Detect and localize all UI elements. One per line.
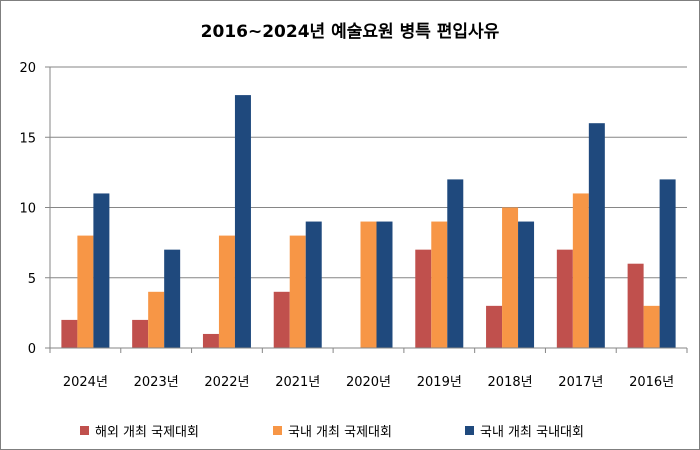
bar — [273, 291, 290, 348]
bars — [61, 95, 676, 348]
y-tick-label: 0 — [28, 342, 36, 357]
x-tick-label: 2022년 — [204, 375, 249, 390]
y-tick-label: 10 — [19, 202, 36, 217]
legend-label: 해외 개최 국제대회 — [95, 425, 199, 440]
bar — [202, 333, 219, 348]
y-axis: 0 5 10 15 20 — [19, 61, 51, 357]
y-tick-label: 5 — [28, 272, 36, 287]
bar — [360, 221, 377, 348]
y-tick-label: 20 — [19, 61, 36, 76]
bar — [415, 249, 432, 348]
bar — [132, 319, 149, 348]
x-tick-label: 2024년 — [63, 375, 108, 390]
legend-swatch — [465, 426, 474, 435]
x-tick-label: 2018년 — [488, 375, 533, 390]
x-tick-label: 2021년 — [275, 375, 320, 390]
bar — [572, 193, 589, 348]
bar — [643, 305, 660, 348]
bar — [627, 263, 644, 348]
legend: 해외 개최 국제대회 국내 개최 국제대회 국내 개최 국내대회 — [80, 425, 584, 440]
x-tick-label: 2020년 — [346, 375, 391, 390]
bar — [77, 235, 94, 348]
x-tick-label: 2016년 — [629, 375, 674, 390]
bar — [556, 249, 573, 348]
bar — [486, 305, 503, 348]
bar — [164, 249, 181, 348]
legend-swatch — [80, 426, 89, 435]
bar — [502, 207, 519, 348]
bar — [305, 221, 322, 348]
chart-title: 2016~2024년 예술요원 병특 편입사유 — [201, 22, 500, 42]
bar — [148, 291, 165, 348]
x-tick-label: 2023년 — [134, 375, 179, 390]
bar — [588, 123, 605, 348]
legend-label: 국내 개최 국내대회 — [480, 425, 584, 440]
bar — [447, 179, 464, 348]
bar — [93, 193, 110, 348]
bar — [234, 95, 251, 348]
x-tick-label: 2017년 — [558, 375, 603, 390]
bar — [289, 235, 306, 348]
legend-swatch — [273, 426, 282, 435]
legend-label: 국내 개최 국제대회 — [288, 425, 392, 440]
bar — [659, 179, 676, 348]
bar — [218, 235, 235, 348]
x-axis: 2024년 2023년 2022년 2021년 2020년 2019년 2018년 2017년… — [49, 347, 688, 390]
y-tick-label: 15 — [19, 131, 36, 146]
bar — [61, 319, 78, 348]
bar — [431, 221, 448, 348]
x-tick-label: 2019년 — [417, 375, 462, 390]
bar — [518, 221, 535, 348]
bar — [376, 221, 393, 348]
